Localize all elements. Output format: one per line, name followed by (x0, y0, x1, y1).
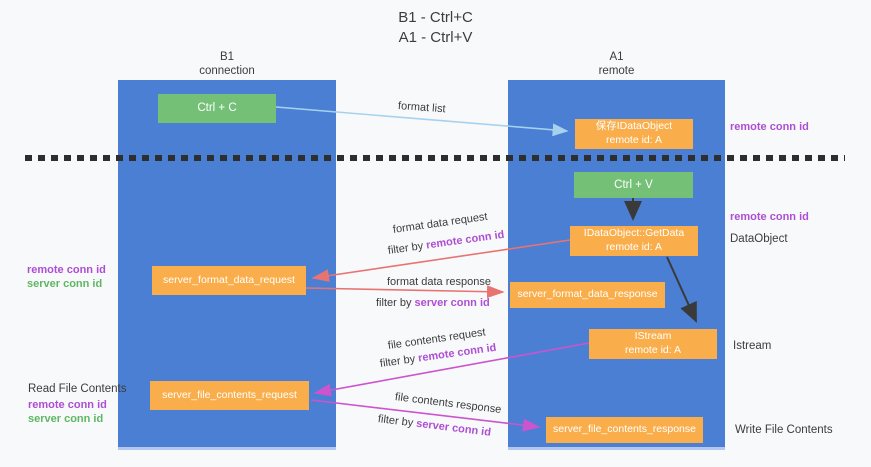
arrow-file-contents-response (310, 399, 541, 432)
arrow-file-contents-request (313, 342, 590, 397)
filter-by-text: filter by (376, 297, 412, 309)
node-file-response-label: server_file_contents_response (552, 423, 696, 436)
filter-key-server: server conn id (414, 297, 490, 309)
label-server-conn-id-left-bottom: server conn id (28, 413, 104, 425)
node-server-file-contents-request: server_file_contents_request (150, 381, 309, 410)
label-remote-conn-id-left-bottom: remote conn id (28, 399, 107, 411)
title-line-1: B1 - Ctrl+C (398, 9, 473, 26)
label-write-file-contents: Write File Contents (735, 424, 833, 436)
node-getdata-line1: IDataObject::GetData (583, 227, 685, 240)
arrow-getdata-to-istream (666, 256, 697, 323)
arrow-format-list (275, 106, 569, 137)
label-remote-conn-id-mid: remote conn id (730, 211, 809, 223)
node-getdata-line2: remote id: A (605, 241, 663, 253)
node-file-request-label: server_file_contents_request (162, 388, 297, 401)
diagram-title: B1 - Ctrl+C A1 - Ctrl+V (0, 8, 871, 49)
lifeline-a1-role: remote (598, 65, 635, 78)
node-istream-line1: IStream (634, 330, 672, 343)
node-ctrl-v-label: Ctrl + V (614, 178, 653, 191)
label-remote-conn-id-left-mid: remote conn id (27, 264, 106, 276)
label-read-file-contents: Read File Contents (28, 383, 127, 395)
node-istream: IStream remote id: A (589, 329, 717, 359)
node-save-idataobject-line1: 保存IDataObject (595, 120, 673, 133)
label-server-conn-id-left-mid: server conn id (27, 278, 103, 290)
node-save-idataobject-line2: remote id: A (605, 134, 663, 146)
lifeline-b1-role: connection (199, 65, 255, 78)
lifeline-header-b1: B1 connection (118, 50, 336, 79)
node-save-idataobject: 保存IDataObject remote id: A (575, 119, 693, 149)
arrow-format-data-request (311, 239, 571, 282)
title-line-2: A1 - Ctrl+V (398, 29, 473, 47)
node-ctrl-c-label: Ctrl + C (197, 102, 237, 115)
node-format-response-label: server_format_data_response (517, 288, 658, 301)
phase-divider-dashed-line (25, 155, 845, 161)
label-dataobject: DataObject (730, 233, 788, 245)
node-idataobject-getdata: IDataObject::GetData remote id: A (570, 226, 698, 256)
node-ctrl-c: Ctrl + C (158, 94, 276, 123)
node-format-request-label: server_format_data_request (163, 273, 295, 286)
arrow-label-filter-server-1: filter by server conn id (376, 297, 490, 309)
node-istream-line2: remote id: A (624, 344, 682, 356)
lifeline-a1-name: A1 (609, 51, 624, 63)
node-server-format-data-request: server_format_data_request (152, 266, 306, 295)
lifeline-b1-name: B1 (219, 51, 235, 63)
lifeline-header-a1: A1 remote (508, 50, 725, 79)
label-istream: Istream (733, 340, 772, 352)
arrow-label-format-data-response: format data response (387, 276, 491, 288)
node-server-file-contents-response: server_file_contents_response (546, 417, 703, 443)
node-server-format-data-response: server_format_data_response (510, 282, 665, 308)
label-remote-conn-id-top: remote conn id (730, 121, 809, 133)
arrow-format-data-response (305, 285, 505, 299)
node-ctrl-v: Ctrl + V (574, 172, 693, 198)
